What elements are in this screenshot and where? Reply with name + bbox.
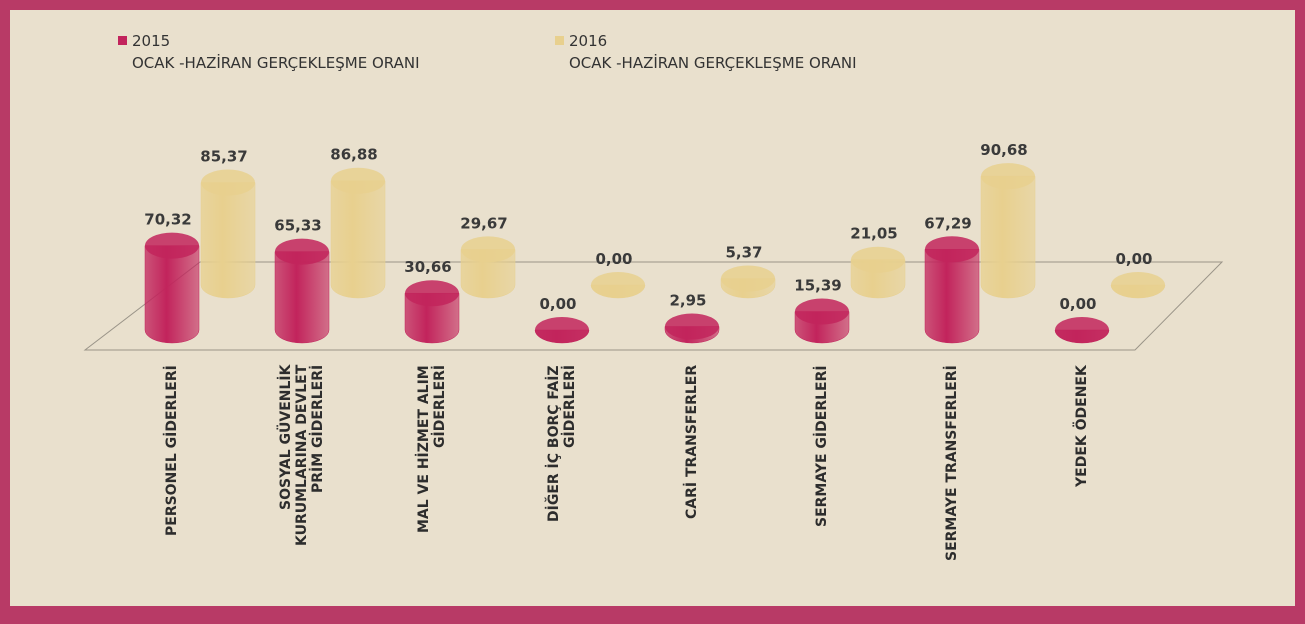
bar-top [201, 169, 255, 196]
data-label: 2,95 [669, 291, 706, 309]
data-label: 29,67 [460, 214, 507, 232]
bar-top [925, 236, 979, 263]
data-label: 85,37 [200, 148, 247, 166]
bar-top [721, 265, 775, 292]
bar [980, 175, 1036, 299]
x-tick-label: MAL VE HİZMET ALIM GİDERLERİ [416, 365, 448, 533]
data-label: 90,68 [980, 141, 1027, 159]
plot-background [10, 10, 1295, 606]
bar [200, 182, 256, 299]
data-label: 30,66 [404, 258, 451, 276]
bar-top [145, 232, 199, 259]
data-label: 0,00 [1059, 295, 1096, 313]
data-label: 67,29 [924, 214, 971, 232]
bar-top [1055, 317, 1109, 343]
legend-swatch [555, 36, 564, 45]
data-label: 70,32 [144, 211, 191, 229]
data-label: 5,37 [725, 244, 762, 262]
bar-top [591, 272, 645, 298]
x-tick-label: SERMAYE TRANSFERLERİ [944, 365, 960, 561]
bar-top [461, 236, 515, 263]
x-tick-label: SOSYAL GÜVENLİK KURUMLARINA DEVLET PRİM … [278, 365, 326, 547]
bar-top [851, 246, 905, 273]
data-label: 0,00 [539, 295, 576, 313]
bar-top [795, 298, 849, 325]
bar [144, 245, 200, 344]
data-label: 0,00 [1115, 250, 1152, 268]
data-label: 86,88 [330, 146, 377, 164]
x-tick-label: CARİ TRANSFERLER [684, 365, 700, 520]
bar [404, 292, 460, 344]
bar [460, 249, 516, 299]
bar [924, 249, 980, 344]
floor [83, 261, 1224, 351]
data-label: 21,05 [850, 225, 897, 243]
data-label: 65,33 [274, 217, 321, 235]
x-tick-label: DİĞER İÇ BORÇ FAİZ GİDERLERİ [546, 365, 578, 522]
bar-top [331, 167, 385, 194]
bar-top [665, 313, 719, 340]
x-tick-label: PERSONEL GİDERLERİ [164, 365, 180, 536]
legend-label: 2015 OCAK -HAZİRAN GERÇEKLEŞME ORANI [132, 32, 420, 72]
x-tick-label: SERMAYE GİDERLERİ [814, 365, 830, 527]
bar-top [981, 163, 1035, 190]
bar [330, 180, 386, 299]
data-label: 0,00 [595, 250, 632, 268]
bar-top [405, 280, 459, 307]
x-tick-label: YEDEK ÖDENEK [1074, 365, 1090, 487]
bar [274, 251, 330, 344]
bar-top [535, 317, 589, 343]
bar-top [1111, 272, 1165, 298]
legend-swatch [118, 36, 127, 45]
legend-label: 2016 OCAK -HAZİRAN GERÇEKLEŞME ORANI [569, 32, 857, 72]
bar-top [275, 238, 329, 265]
data-label: 15,39 [794, 277, 841, 295]
